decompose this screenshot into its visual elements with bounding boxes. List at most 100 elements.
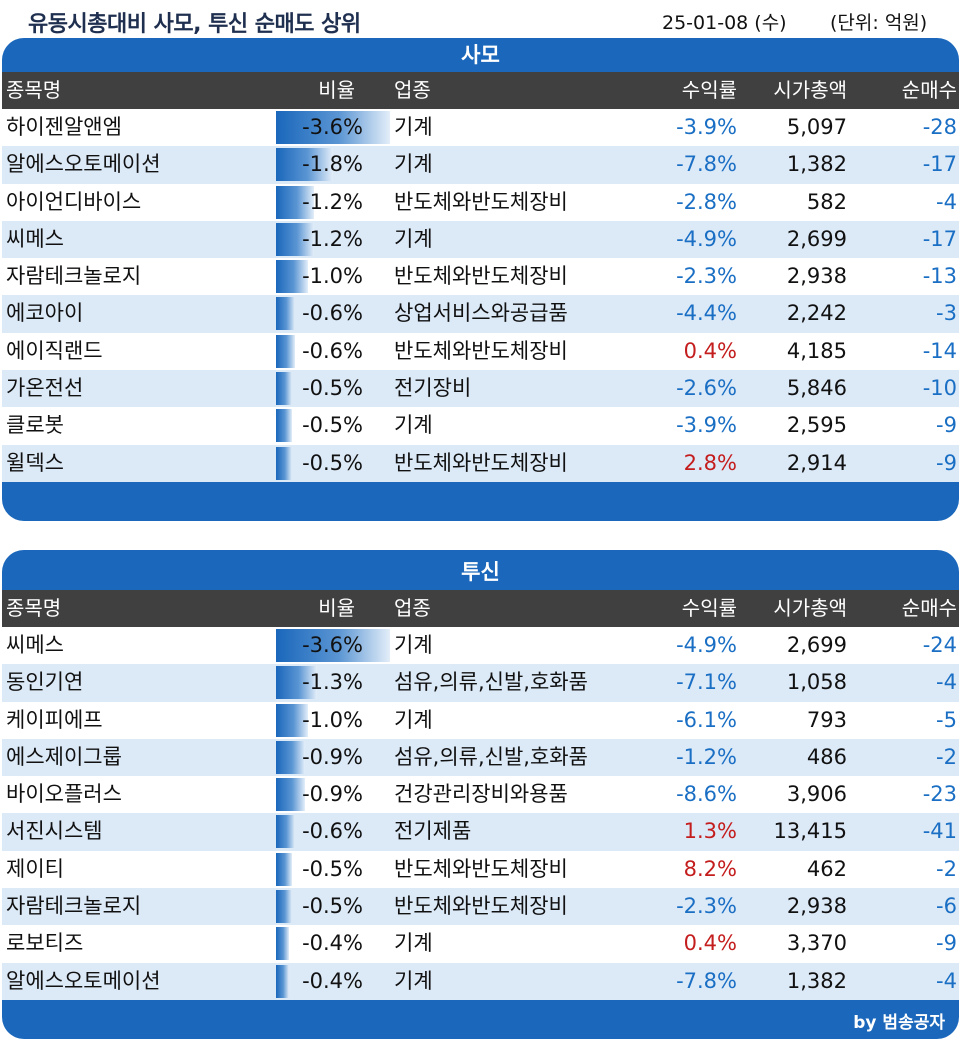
ratio-bar [276,666,317,700]
stock-name: 서진시스템 [6,819,103,844]
stock-name: 클로봇 [6,413,64,438]
net-buy: -4 [936,968,957,993]
return-value: -3.9% [676,413,737,438]
return-value: -7.8% [676,968,737,993]
market-cap: 582 [806,189,847,214]
market-cap: 3,906 [786,782,847,807]
ratio-bar [276,446,292,480]
market-cap: 2,242 [786,301,847,326]
ratio-value: -3.6% [302,633,363,657]
table-row: 가온전선 -0.5% 전기장비 -2.6% 5,846 -10 [2,370,959,408]
ratio-value: -0.9% [302,782,363,807]
ratio-value: -0.6% [302,338,363,363]
col-name-header: 종목명 [6,596,62,620]
ratio-bar [276,927,289,961]
ratio-bar [276,629,390,662]
industry: 기계 [394,931,433,956]
page-title: 유동시총대비 사모, 투신 순매도 상위 [28,12,361,37]
panel-investment-trust: 투신 종목명 비율 업종 수익률 시가총액 순매수 씨메스 -3.6% 기계 -4.9… [2,550,959,1039]
ratio-value: -1.0% [302,264,363,289]
table-body: 하이젠알앤엠 -3.6% 기계 -3.9% 5,097 -28 알에스오토메이션 -1.8% 기… [2,109,959,482]
ratio-bar [276,185,314,219]
table-row: 에이직랜드 -0.6% 반도체와반도체장비 0.4% 4,185 -14 [2,332,959,371]
net-buy: -2 [936,856,957,881]
industry: 전기장비 [394,376,472,401]
industry: 반도체와반도체장비 [394,264,568,289]
panel-private-equity: 사모 종목명 비율 업종 수익률 시가총액 순매수 하이젠알앤엠 -3.6% 기계 -… [2,38,959,521]
table-row: 로보티즈 -0.4% 기계 0.4% 3,370 -9 [2,925,959,963]
industry: 기계 [394,968,433,993]
table-row: 에스제이그룹 -0.9% 섬유,의류,신발,호화품 -1.2% 486 -2 [2,738,959,777]
market-cap: 5,846 [786,376,847,401]
table-row: 윌덱스 -0.5% 반도체와반도체장비 2.8% 2,914 -9 [2,444,959,482]
stock-name: 씨메스 [6,226,64,251]
panel-title: 투신 [461,560,500,584]
industry: 반도체와반도체장비 [394,338,568,363]
report-date: 25-01-08 (수) [662,12,787,34]
table-row: 자람테크놀로지 -0.5% 반도체와반도체장비 -2.3% 2,938 -6 [2,888,959,926]
col-ratio-header: 비율 [318,596,355,620]
ratio-bar [276,964,289,998]
return-value: -3.9% [676,115,737,139]
industry: 반도체와반도체장비 [394,856,568,881]
net-buy: -3 [936,301,957,326]
col-net-header: 순매수 [901,596,957,620]
industry: 반도체와반도체장비 [394,189,568,214]
industry: 기계 [394,152,433,177]
return-value: 0.4% [683,338,737,363]
col-ratio-header: 비율 [318,78,355,102]
ratio-value: -3.6% [302,115,363,139]
net-buy: -6 [936,894,957,919]
stock-name: 알에스오토메이션 [6,152,161,177]
net-buy: -5 [936,707,957,732]
table-row: 바이오플러스 -0.9% 건강관리장비와용품 -8.6% 3,906 -23 [2,776,959,814]
table-row: 제이티 -0.5% 반도체와반도체장비 8.2% 462 -2 [2,850,959,889]
industry: 반도체와반도체장비 [394,894,568,919]
table-row: 알에스오토메이션 -1.8% 기계 -7.8% 1,382 -17 [2,146,959,184]
ratio-bar [276,409,292,443]
net-buy: -41 [922,819,957,844]
return-value: -2.3% [676,264,737,289]
ratio-bar [276,111,390,144]
return-value: -2.8% [676,189,737,214]
ratio-value: -0.5% [302,450,363,475]
ratio-value: -0.5% [302,856,363,881]
ratio-bar [276,778,305,812]
market-cap: 2,938 [786,894,847,919]
ratio-bar [276,890,292,924]
stock-name: 케이피에프 [6,707,103,732]
return-value: -8.6% [676,782,737,807]
panel-title: 사모 [461,43,500,67]
ratio-bar [276,148,333,182]
table-row: 알에스오토메이션 -0.4% 기계 -7.8% 1,382 -4 [2,962,959,1000]
net-buy: -9 [936,450,957,475]
return-value: -1.2% [676,744,737,769]
industry: 기계 [394,115,433,139]
col-marketcap-header: 시가총액 [773,596,847,620]
return-value: -4.4% [676,301,737,326]
market-cap: 13,415 [773,819,847,844]
stock-name: 아이언디바이스 [6,189,142,214]
net-buy: -13 [922,264,957,289]
table-header: 종목명 비율 업종 수익률 시가총액 순매수 [2,72,959,109]
return-value: 2.8% [683,450,737,475]
col-industry-header: 업종 [394,78,431,102]
col-return-header: 수익률 [681,596,737,620]
ratio-bar [276,852,292,886]
market-cap: 793 [806,707,847,732]
ratio-value: -0.5% [302,894,363,919]
ratio-value: -1.0% [302,707,363,732]
table-row: 클로봇 -0.5% 기계 -3.9% 2,595 -9 [2,407,959,445]
table-row: 케이피에프 -1.0% 기계 -6.1% 793 -5 [2,701,959,739]
stock-name: 제이티 [6,856,64,881]
stock-name: 윌덱스 [6,450,64,475]
stock-name: 하이젠알앤엠 [6,115,122,139]
ratio-value: -1.2% [302,189,363,214]
ratio-value: -0.5% [302,376,363,401]
stock-name: 씨메스 [6,633,64,657]
stock-name: 알에스오토메이션 [6,968,161,993]
net-buy: -24 [922,633,957,657]
ratio-value: -0.4% [302,968,363,993]
market-cap: 3,370 [786,931,847,956]
stock-name: 에코아이 [6,301,84,326]
